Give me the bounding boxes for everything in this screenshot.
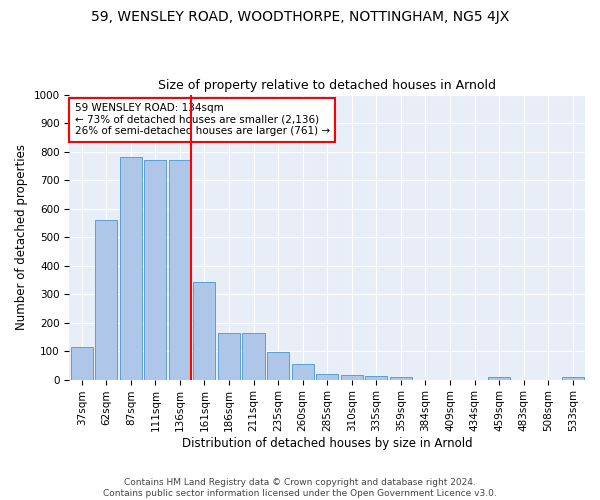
Bar [193, 282, 215, 380]
Bar [316, 374, 338, 380]
Bar [120, 158, 142, 380]
Bar [242, 333, 265, 380]
X-axis label: Distribution of detached houses by size in Arnold: Distribution of detached houses by size … [182, 437, 473, 450]
Bar [218, 333, 240, 380]
Bar [95, 220, 117, 380]
Bar [144, 160, 166, 380]
Text: 59 WENSLEY ROAD: 134sqm
← 73% of detached houses are smaller (2,136)
26% of semi: 59 WENSLEY ROAD: 134sqm ← 73% of detache… [74, 103, 329, 136]
Bar [169, 160, 191, 380]
Bar [292, 364, 314, 380]
Bar [341, 376, 363, 380]
Bar [365, 376, 388, 380]
Text: Contains HM Land Registry data © Crown copyright and database right 2024.
Contai: Contains HM Land Registry data © Crown c… [103, 478, 497, 498]
Bar [390, 376, 412, 380]
Bar [488, 376, 510, 380]
Title: Size of property relative to detached houses in Arnold: Size of property relative to detached ho… [158, 79, 496, 92]
Bar [562, 376, 584, 380]
Bar [71, 348, 93, 380]
Bar [267, 352, 289, 380]
Y-axis label: Number of detached properties: Number of detached properties [15, 144, 28, 330]
Text: 59, WENSLEY ROAD, WOODTHORPE, NOTTINGHAM, NG5 4JX: 59, WENSLEY ROAD, WOODTHORPE, NOTTINGHAM… [91, 10, 509, 24]
